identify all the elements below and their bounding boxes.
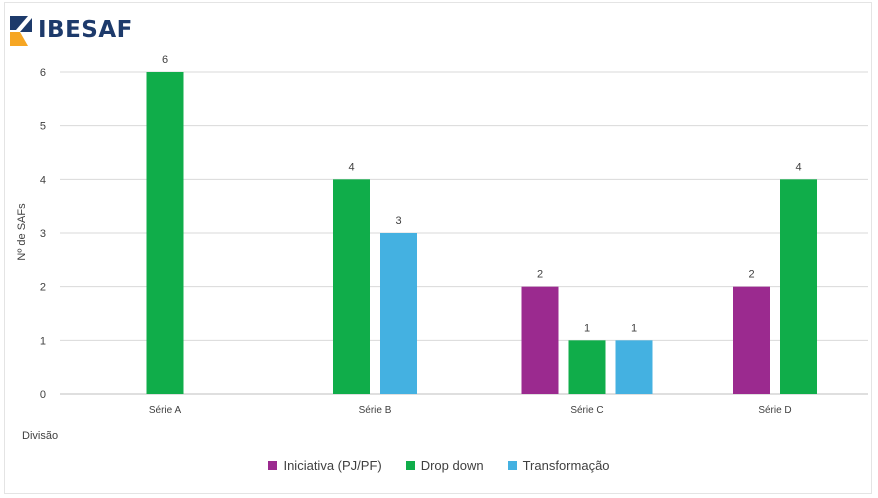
y-tick-label: 4 [40,174,46,186]
bar [568,340,606,394]
x-tick-label: Série B [359,405,392,416]
y-axis-label: Nº de SAFs [16,203,28,261]
data-label: 2 [748,269,754,281]
data-label: 4 [795,161,801,173]
bar [733,286,770,394]
data-label: 1 [584,322,590,334]
data-label: 6 [162,54,168,66]
legend-swatch [507,461,517,470]
legend-item: Iniciativa (PJ/PF) [268,458,382,473]
legend-label: Transformação [522,458,610,473]
bar [380,233,417,394]
x-axis-label: Divisão [22,430,59,442]
y-tick-label: 0 [40,389,46,401]
bar [615,340,653,394]
brand-logo: IBESAF [8,10,133,50]
x-tick-label: Série A [149,405,182,416]
x-tick-label: Série D [758,405,791,416]
legend-swatch [405,461,415,470]
legend-item: Transformação [507,458,610,473]
brand-name: IBESAF [38,17,133,43]
data-label: 2 [537,269,543,281]
chart-legend: Iniciativa (PJ/PF) Drop down Transformação [0,458,878,473]
y-tick-label: 1 [40,335,46,347]
data-label: 3 [395,215,401,227]
y-tick-label: 5 [40,121,46,133]
bar [521,286,559,394]
legend-label: Iniciativa (PJ/PF) [283,458,382,473]
y-tick-label: 3 [40,228,46,240]
legend-swatch [268,461,278,470]
bar [333,179,370,394]
y-tick-label: 6 [40,67,46,79]
data-label: 4 [348,161,354,173]
data-label: 1 [631,322,637,334]
y-tick-label: 2 [40,282,46,294]
legend-item: Drop down [405,458,484,473]
ibesaf-logo-icon [10,16,32,46]
legend-label: Drop down [420,458,484,473]
x-tick-label: Série C [570,405,603,416]
bar [780,179,817,394]
bar [146,72,184,394]
